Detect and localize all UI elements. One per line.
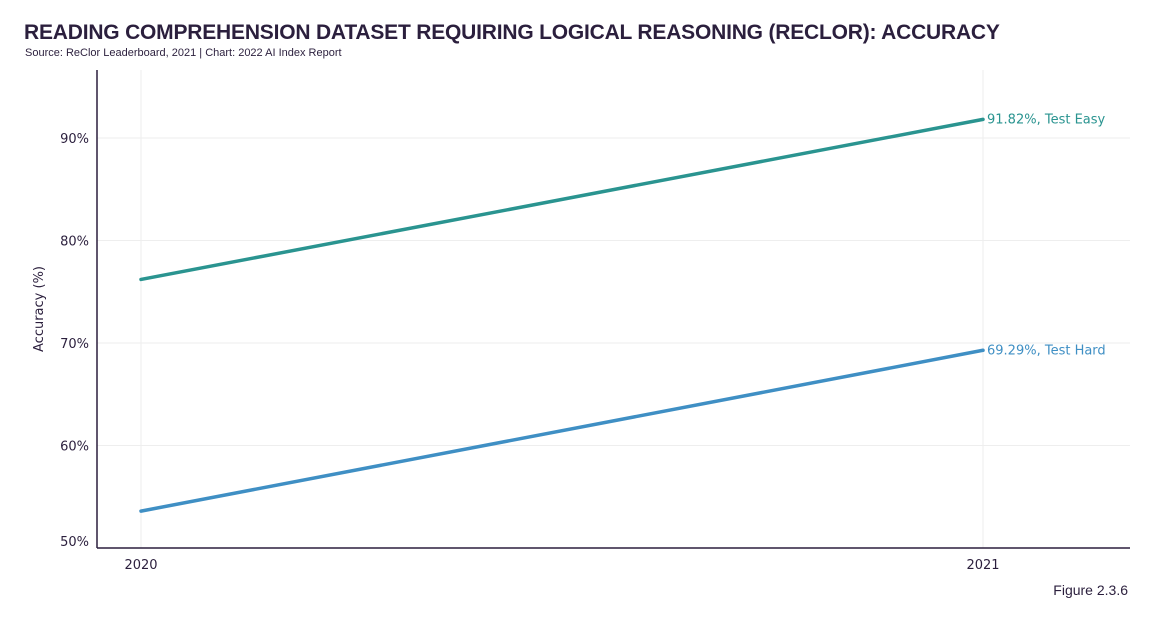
x-tick-label: 2021: [966, 558, 999, 573]
series-end-label-test-easy: 91.82%, Test Easy: [987, 112, 1106, 127]
series-end-label-test-hard: 69.29%, Test Hard: [987, 343, 1106, 358]
y-axis-label: Accuracy (%): [32, 266, 47, 352]
chart-title: READING COMPREHENSION DATASET REQUIRING …: [24, 21, 1000, 44]
labels-layer: 50% 60% 70% 80% 90% 2020 2021 91.82%, Test Easy…: [60, 112, 1106, 573]
x-tick-label: 2020: [124, 558, 157, 573]
chart-subtitle: Source: ReClor Leaderboard, 2021 | Chart…: [25, 47, 342, 59]
figure-label: Figure 2.3.6: [1053, 582, 1128, 598]
y-tick-label: 80%: [60, 235, 89, 250]
y-tick-label: 50%: [60, 535, 89, 550]
series-line-test-hard: [139, 348, 985, 513]
y-tick-label: 60%: [60, 440, 89, 455]
axes-layer: [96, 70, 1130, 549]
series-line-test-easy: [139, 117, 985, 282]
series-layer: [139, 117, 985, 513]
y-tick-label: 70%: [60, 337, 89, 352]
grid-layer: [97, 70, 1130, 548]
y-tick-label: 90%: [60, 132, 89, 147]
